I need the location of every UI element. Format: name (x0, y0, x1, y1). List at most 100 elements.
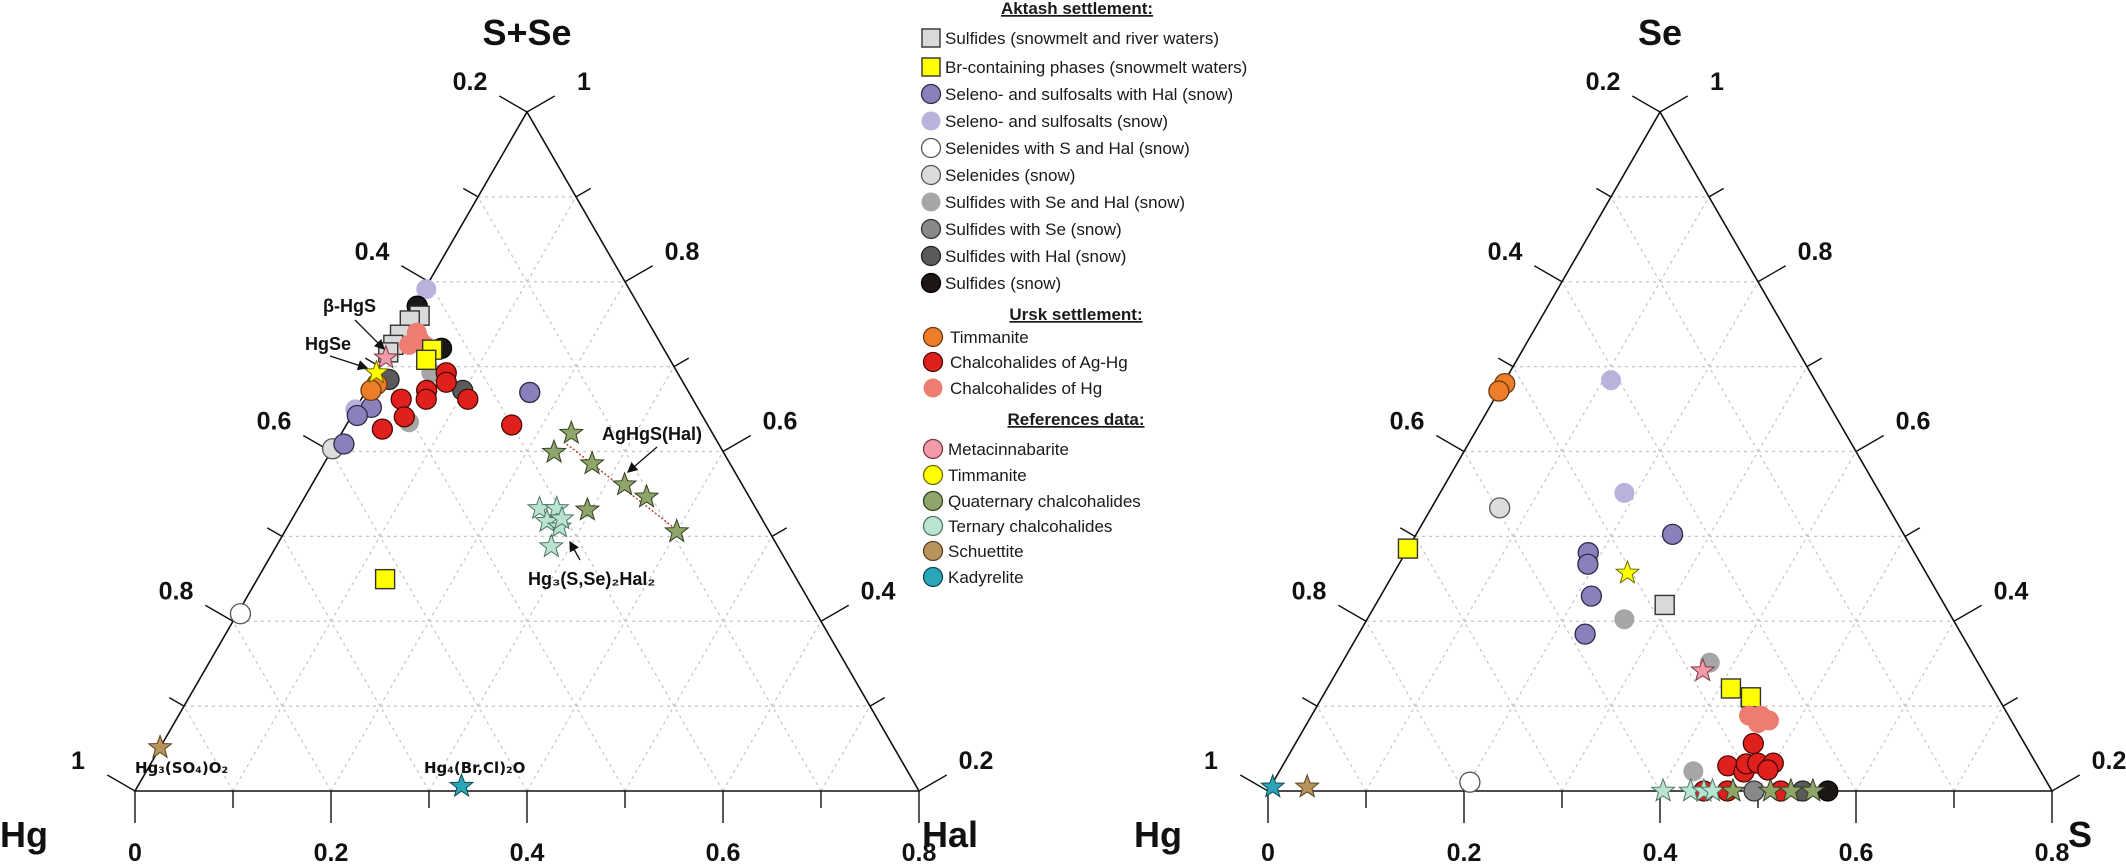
legend-label: Timmanite (950, 328, 1029, 347)
tick-right (2051, 774, 2081, 792)
legend-group-title: Aktash settlement: (1001, 0, 1153, 18)
data-point-A3 (1577, 553, 1599, 575)
tick-right (526, 95, 556, 113)
annotation-hg3so4: Hg₃(SO₄)O₂ (135, 759, 228, 777)
data-point-R3 (663, 518, 690, 543)
corner-label-top: Se (1638, 12, 1682, 53)
series-R4 (1650, 777, 1726, 802)
data-point-A7 (1614, 609, 1635, 630)
gridline (1463, 451, 1661, 792)
legend-marker-icon (922, 490, 944, 512)
legend-marker-icon (922, 351, 944, 373)
legend-marker-icon (922, 515, 944, 537)
series-R6 (1259, 773, 1286, 798)
tick-right (1757, 265, 1787, 283)
tick-left (266, 527, 283, 537)
gridline (1316, 705, 1367, 792)
data-point-A3 (333, 433, 355, 455)
tick-left (462, 187, 479, 198)
grid (1316, 196, 2004, 792)
series-A2 (1397, 538, 1762, 708)
annotation-hg3sse: Hg₃(S,Se)₂Hal₂ (528, 569, 655, 589)
tick-right (673, 357, 690, 368)
legend-label: Sulfides (snow) (945, 274, 1061, 293)
tick-left (1497, 357, 1514, 368)
legend-item-A7: Sulfides with Se and Hal (snow) (921, 192, 1185, 212)
tick-right (771, 527, 788, 537)
data-point-A2 (1720, 678, 1742, 699)
series-R1 (1689, 657, 1716, 682)
annotations: β-HgS HgSe AgHgS(Hal) Hg₃(S,Se)₂Hal₂ Hg₃(SO₄… (135, 296, 702, 777)
tick-right (1659, 95, 1689, 113)
legend-item-U3: Chalcohalides of Hg (923, 378, 1102, 398)
gridline (1610, 196, 1955, 792)
data-point-A4 (416, 279, 437, 300)
legend-marker-icon (920, 137, 942, 159)
data-point-R3 (558, 419, 585, 445)
legend-item-U2: Chalcohalides of Ag-Hg (922, 351, 1128, 373)
series-R6 (448, 772, 475, 798)
data-point-U3 (1758, 710, 1779, 731)
annotation-arrow (354, 319, 385, 350)
bottom-axis-tick-label: 0.6 (1839, 839, 1874, 865)
data-point-U2 (393, 406, 415, 428)
legend-item-R2: Timmanite (922, 464, 1027, 486)
legend-group-0: Aktash settlement: Sulfides (snowmelt and… (920, 0, 1247, 294)
tick-left (400, 265, 430, 283)
left-axis-tick-label: 1 (1204, 747, 1218, 775)
series-A5 (229, 603, 252, 625)
legend-item-R1: Metacinnabarite (922, 438, 1069, 460)
legend-group-title: Ursk settlement: (1009, 305, 1142, 324)
annotation-aghgs: AgHgS(Hal) (602, 424, 702, 444)
data-point-R1 (1689, 657, 1716, 682)
legend-label: Quaternary chalcohalides (948, 492, 1141, 511)
legend-marker-icon (921, 111, 941, 131)
series-R3 (541, 419, 690, 543)
annotation-arrow (569, 540, 581, 561)
tick-right (624, 265, 654, 283)
data-point-U2 (1757, 759, 1779, 781)
legend-item-A1: Sulfides (snowmelt and river waters) (921, 28, 1219, 48)
bottom-axis-tick-label: 0.2 (314, 839, 349, 865)
legend-label: Ternary chalcohalides (948, 517, 1112, 536)
data-point-U1 (360, 379, 382, 402)
right-axis-tick-label: 1 (577, 68, 591, 96)
series-R4 (526, 495, 575, 558)
data-points (147, 279, 690, 798)
right-axis-tick-label: 0.4 (1994, 577, 2029, 605)
left-axis-tick-label: 0.8 (159, 577, 194, 605)
series-A5 (1459, 771, 1481, 793)
data-point-A4 (1614, 482, 1635, 503)
legend-marker-icon (922, 464, 944, 486)
data-point-R5 (147, 734, 173, 759)
legend-marker-icon (922, 326, 944, 348)
data-point-R4 (549, 505, 575, 530)
data-point-R3 (541, 438, 567, 464)
data-point-R4 (544, 495, 570, 520)
right-axis-tick-label: 0.6 (763, 408, 798, 436)
legend-label: Metacinnabarite (948, 440, 1069, 459)
tick-right (869, 697, 886, 707)
legend-marker-icon (921, 57, 941, 77)
tick-left (1337, 604, 1367, 622)
data-point-A2 (416, 349, 437, 371)
legend-marker-icon (922, 540, 944, 562)
legend-item-A6: Selenides (snow) (920, 164, 1075, 186)
bottom-axis-tick-label: 0.4 (510, 839, 545, 865)
data-point-A6 (1489, 497, 1511, 519)
data-point-R4 (538, 533, 565, 558)
tick-left (1239, 774, 1269, 792)
data-point-A1 (1654, 594, 1675, 616)
series-R1 (373, 344, 399, 369)
legend-label: Chalcohalides of Hg (950, 379, 1102, 398)
data-point-R3 (633, 483, 660, 508)
data-point-A5 (229, 603, 252, 625)
left-axis-tick-label: 0.6 (257, 408, 292, 436)
data-point-A5 (1459, 771, 1481, 793)
series-R5 (1294, 773, 1320, 798)
data-point-R6 (448, 772, 475, 798)
annotation-hg4brcl: Hg₄(Br,Cl)₂O (424, 759, 525, 777)
data-point-U2 (371, 418, 394, 440)
tick-right (918, 774, 948, 792)
gridline (1855, 620, 1955, 792)
